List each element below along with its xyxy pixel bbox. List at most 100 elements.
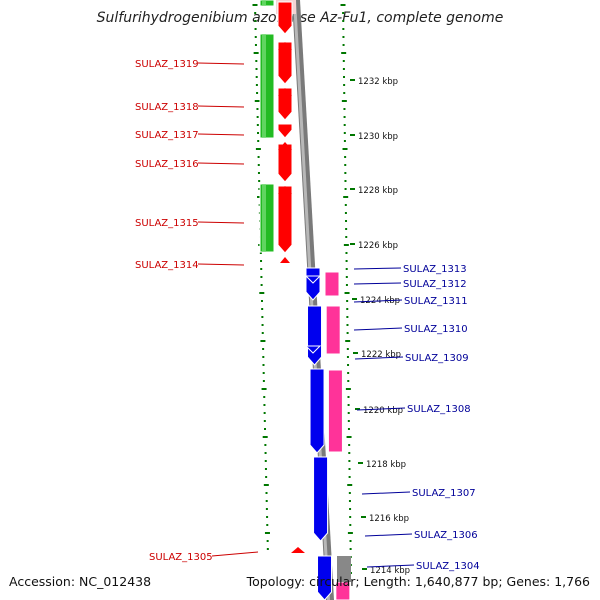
reverse-gene-arrow [305, 267, 321, 301]
reverse-cog-bar [325, 305, 341, 355]
outer-tick [347, 412, 350, 414]
inner-tick [262, 436, 268, 438]
gene-features [259, 0, 351, 600]
gene-leader-line [364, 533, 413, 537]
forward-gene-arrow [277, 123, 293, 139]
gene-leader-line [211, 551, 259, 557]
outer-tick [343, 92, 346, 94]
gene-label-left: SULAZ_1317 [135, 130, 199, 141]
outer-tick [344, 172, 347, 174]
scale-tick [353, 352, 358, 354]
gene-leader-line [197, 263, 245, 266]
gene-leader-line [197, 133, 245, 136]
inner-tick [254, 44, 257, 46]
outer-tick [342, 28, 345, 30]
outer-tick [347, 404, 350, 406]
inner-tick [260, 260, 263, 262]
inner-tick [265, 492, 268, 494]
inner-tick [255, 60, 258, 62]
inner-tick [256, 92, 259, 94]
outer-tick [347, 484, 353, 486]
gene-label-right: SULAZ_1310 [404, 324, 468, 335]
reverse-cog-bar [324, 271, 340, 297]
forward-gene-arrow [277, 1, 293, 35]
outer-tick [343, 116, 346, 118]
inner-tick [263, 412, 266, 414]
inner-tick [262, 356, 265, 358]
inner-tick [257, 172, 260, 174]
outer-tick [345, 236, 348, 238]
inner-tick [260, 268, 263, 270]
inner-tick [266, 540, 269, 542]
inner-tick [260, 300, 263, 302]
inner-tick [264, 532, 270, 534]
inner-tick [252, 4, 258, 6]
forward-gene-arrow [277, 143, 293, 183]
inner-tick [254, 100, 260, 102]
outer-tick [349, 508, 352, 510]
outer-tick [346, 300, 349, 302]
outer-tick [342, 36, 345, 38]
gene-leader-line [197, 62, 245, 65]
scale-label: 1214 kbp [370, 566, 410, 576]
outer-tick [343, 244, 349, 246]
gene-label-left: SULAZ_1314 [135, 260, 199, 271]
reverse-gene-arrow [304, 275, 322, 284]
accession-label: Accession: NC_012438 [9, 574, 152, 589]
outer-tick [349, 524, 352, 526]
outer-tick [342, 20, 345, 22]
inner-tick [257, 164, 260, 166]
inner-tick [261, 308, 264, 310]
outer-tick [348, 476, 351, 478]
gene-leader-line [354, 356, 404, 360]
inner-tick [261, 324, 264, 326]
gene-label-right: SULAZ_1308 [407, 404, 471, 415]
outer-tick [347, 372, 350, 374]
gene-leader-line [366, 564, 415, 568]
gene-leader-line [361, 491, 411, 495]
inner-tick [263, 484, 269, 486]
inner-tick [259, 292, 265, 294]
scale-label: 1232 kbp [358, 77, 398, 87]
scale-label: 1218 kbp [366, 460, 406, 470]
gene-leader-line [353, 327, 403, 331]
scale-label: 1220 kbp [363, 406, 403, 416]
outer-tick [346, 356, 349, 358]
reverse-cog-bar [337, 556, 351, 582]
topology-info: Topology: circular; Length: 1,640,877 bp… [246, 574, 590, 589]
inner-tick [256, 116, 259, 118]
forward-cog-bar [262, 0, 266, 6]
forward-cog-bar [259, 0, 275, 7]
inner-tick [264, 452, 267, 454]
outer-tick [348, 468, 351, 470]
gene-leader-line [353, 299, 403, 303]
gene-label-right: SULAZ_1313 [403, 264, 467, 275]
inner-tick [257, 132, 260, 134]
reverse-gene-arrow [317, 555, 333, 600]
outer-tick [348, 500, 351, 502]
inner-tick [257, 156, 260, 158]
gene-label-left: SULAZ_1318 [135, 102, 199, 113]
inner-tick [262, 380, 265, 382]
outer-tick [344, 188, 347, 190]
inner-tick [259, 252, 262, 254]
outer-tick [347, 364, 350, 366]
inner-tick [254, 12, 257, 14]
outer-tick [346, 324, 349, 326]
scale-tick [350, 188, 355, 190]
outer-tick [343, 132, 346, 134]
outer-tick [345, 228, 348, 230]
inner-tick [262, 364, 265, 366]
outer-tick [342, 148, 348, 150]
inner-tick [266, 524, 269, 526]
outer-tick [347, 428, 350, 430]
outer-tick [342, 44, 345, 46]
outer-tick [345, 388, 351, 390]
scale-tick [350, 134, 355, 136]
outer-tick [344, 180, 347, 182]
outer-tick [343, 84, 346, 86]
forward-cog-bar [262, 34, 266, 138]
inner-tick [257, 140, 260, 142]
inner-tick [265, 476, 268, 478]
inner-tick [258, 180, 261, 182]
